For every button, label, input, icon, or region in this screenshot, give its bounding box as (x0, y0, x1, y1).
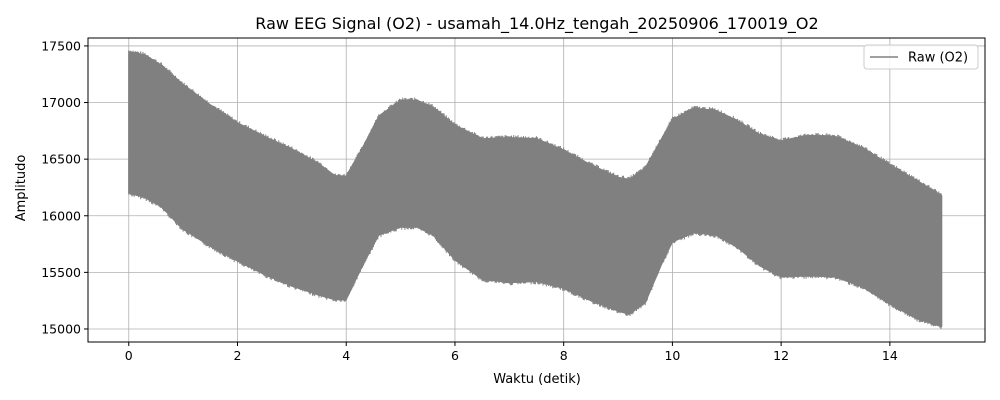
x-tick-label: 12 (773, 348, 789, 363)
y-tick-label: 15000 (41, 321, 81, 336)
x-tick-label: 4 (342, 348, 350, 363)
y-tick-label: 17000 (41, 95, 81, 110)
axes-frame (87, 37, 986, 343)
y-tick-label: 17500 (41, 38, 81, 53)
x-tick-label: 10 (664, 348, 680, 363)
y-tick-label: 16000 (41, 208, 81, 223)
chart-title: Raw EEG Signal (O2) - usamah_14.0Hz_teng… (255, 14, 818, 34)
x-tick-label: 0 (125, 348, 133, 363)
legend-label: Raw (O2) (908, 51, 968, 66)
plot-area: 0 2 4 6 8 10 12 14 15000 15500 16000 16500 17000 1750… (41, 37, 986, 363)
y-tick-label: 16500 (41, 152, 81, 167)
signal-oscillation (128, 50, 942, 329)
legend: Raw (O2) (863, 44, 979, 70)
x-tick-label: 6 (451, 348, 459, 363)
x-tick-label: 8 (560, 348, 568, 363)
x-axis-title: Waktu (detik) (493, 372, 581, 387)
legend-box (863, 44, 979, 70)
y-tick-label: 15500 (41, 265, 81, 280)
x-tick-label: 2 (234, 348, 242, 363)
x-tick-label: 14 (882, 348, 898, 363)
y-axis-title: Amplitudo (14, 155, 29, 222)
